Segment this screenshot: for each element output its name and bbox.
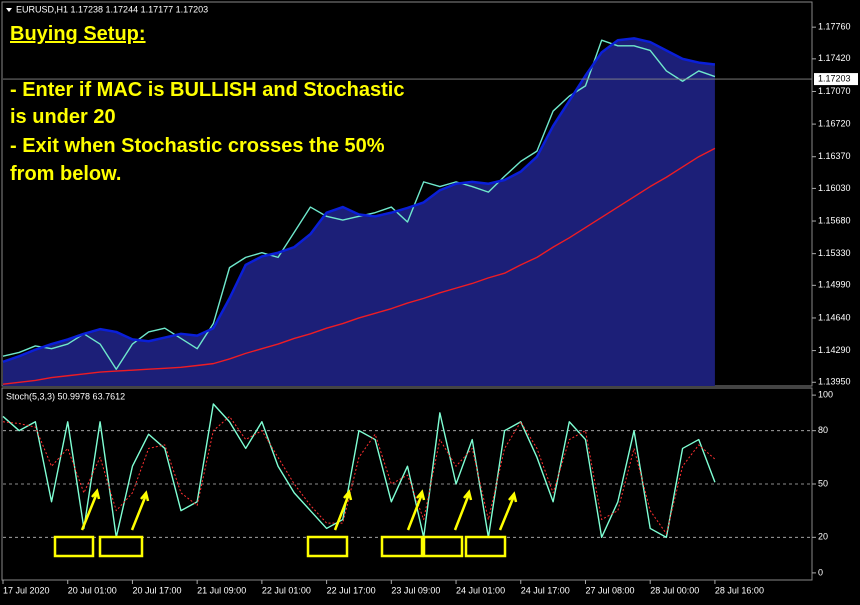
current-price-box <box>814 73 858 86</box>
x-tick-label: 17 Jul 2020 <box>3 585 50 595</box>
y-tick-label: 1.16030 <box>818 183 851 193</box>
highlight-box <box>53 535 95 558</box>
setup-text: from below. <box>10 163 121 185</box>
series-line <box>2 39 716 370</box>
y-tick-label: 100 <box>818 389 833 399</box>
series-line <box>2 37 716 363</box>
highlight-box <box>380 535 424 558</box>
series-line <box>2 403 716 539</box>
x-tick-label: 22 Jul 17:00 <box>327 585 376 595</box>
y-tick-label: 1.16370 <box>818 151 851 161</box>
highlight-box <box>306 535 349 558</box>
signal-highlights <box>53 488 518 558</box>
arrow <box>130 490 150 531</box>
y-tick-label: 80 <box>818 425 828 435</box>
y-tick-label: 1.15680 <box>818 215 851 225</box>
y-tick-label: 1.17420 <box>818 53 851 63</box>
x-tick-label: 27 Jul 08:00 <box>585 585 634 595</box>
plot-layer: 1.17760 1.17420 1.17070 1.16720 1.16370 1.160… <box>2 22 858 595</box>
y-tick-label: 0 <box>818 567 823 577</box>
x-tick-label: 23 Jul 09:00 <box>391 585 440 595</box>
current-price-label: 1.17203 <box>818 73 851 83</box>
symbol-menu-arrow[interactable] <box>6 8 12 12</box>
stoch-header: Stoch(5,3,3) 50.9978 63.7612 <box>6 391 125 401</box>
x-tick-label: 21 Jul 09:00 <box>197 585 246 595</box>
y-tick-label: 1.14290 <box>818 345 851 355</box>
setup-text: - Exit when Stochastic crosses the 50% <box>10 135 385 157</box>
x-tick-label: 28 Jul 00:00 <box>650 585 699 595</box>
y-tick-label: 50 <box>818 478 828 488</box>
x-tick-label: 22 Jul 01:00 <box>262 585 311 595</box>
x-tick-label: 20 Jul 01:00 <box>68 585 117 595</box>
y-tick-label: 1.14640 <box>818 312 851 322</box>
highlight-box <box>98 535 144 558</box>
setup-heading: Buying Setup: <box>10 23 146 45</box>
y-tick-label: 1.15330 <box>818 248 851 258</box>
y-tick-label: 1.14990 <box>818 280 851 290</box>
y-tick-label: 1.17070 <box>818 86 851 96</box>
y-tick-label: 1.13950 <box>818 377 851 387</box>
setup-text: is under 20 <box>10 106 116 128</box>
arrow <box>498 491 518 531</box>
y-tick-label: 20 <box>818 532 828 542</box>
highlight-box <box>464 535 507 558</box>
x-tick-label: 24 Jul 01:00 <box>456 585 505 595</box>
setup-text: - Enter if MAC is BULLISH and Stochastic <box>10 79 404 101</box>
series-line <box>2 415 716 535</box>
x-tick-label: 28 Jul 16:00 <box>715 585 764 595</box>
series-line <box>2 147 716 385</box>
x-tick-label: 24 Jul 17:00 <box>521 585 570 595</box>
arrow <box>80 488 101 531</box>
symbol-header: EURUSD,H1 1.17238 1.17244 1.17177 1.1720… <box>16 4 208 14</box>
arrow <box>406 489 426 531</box>
area <box>3 38 715 386</box>
y-tick-label: 1.16720 <box>818 118 851 128</box>
arrow <box>453 489 473 531</box>
highlight-box <box>422 535 464 558</box>
arrow <box>333 489 353 531</box>
x-tick-label: 20 Jul 17:00 <box>132 585 181 595</box>
y-tick-label: 1.17760 <box>818 22 851 32</box>
